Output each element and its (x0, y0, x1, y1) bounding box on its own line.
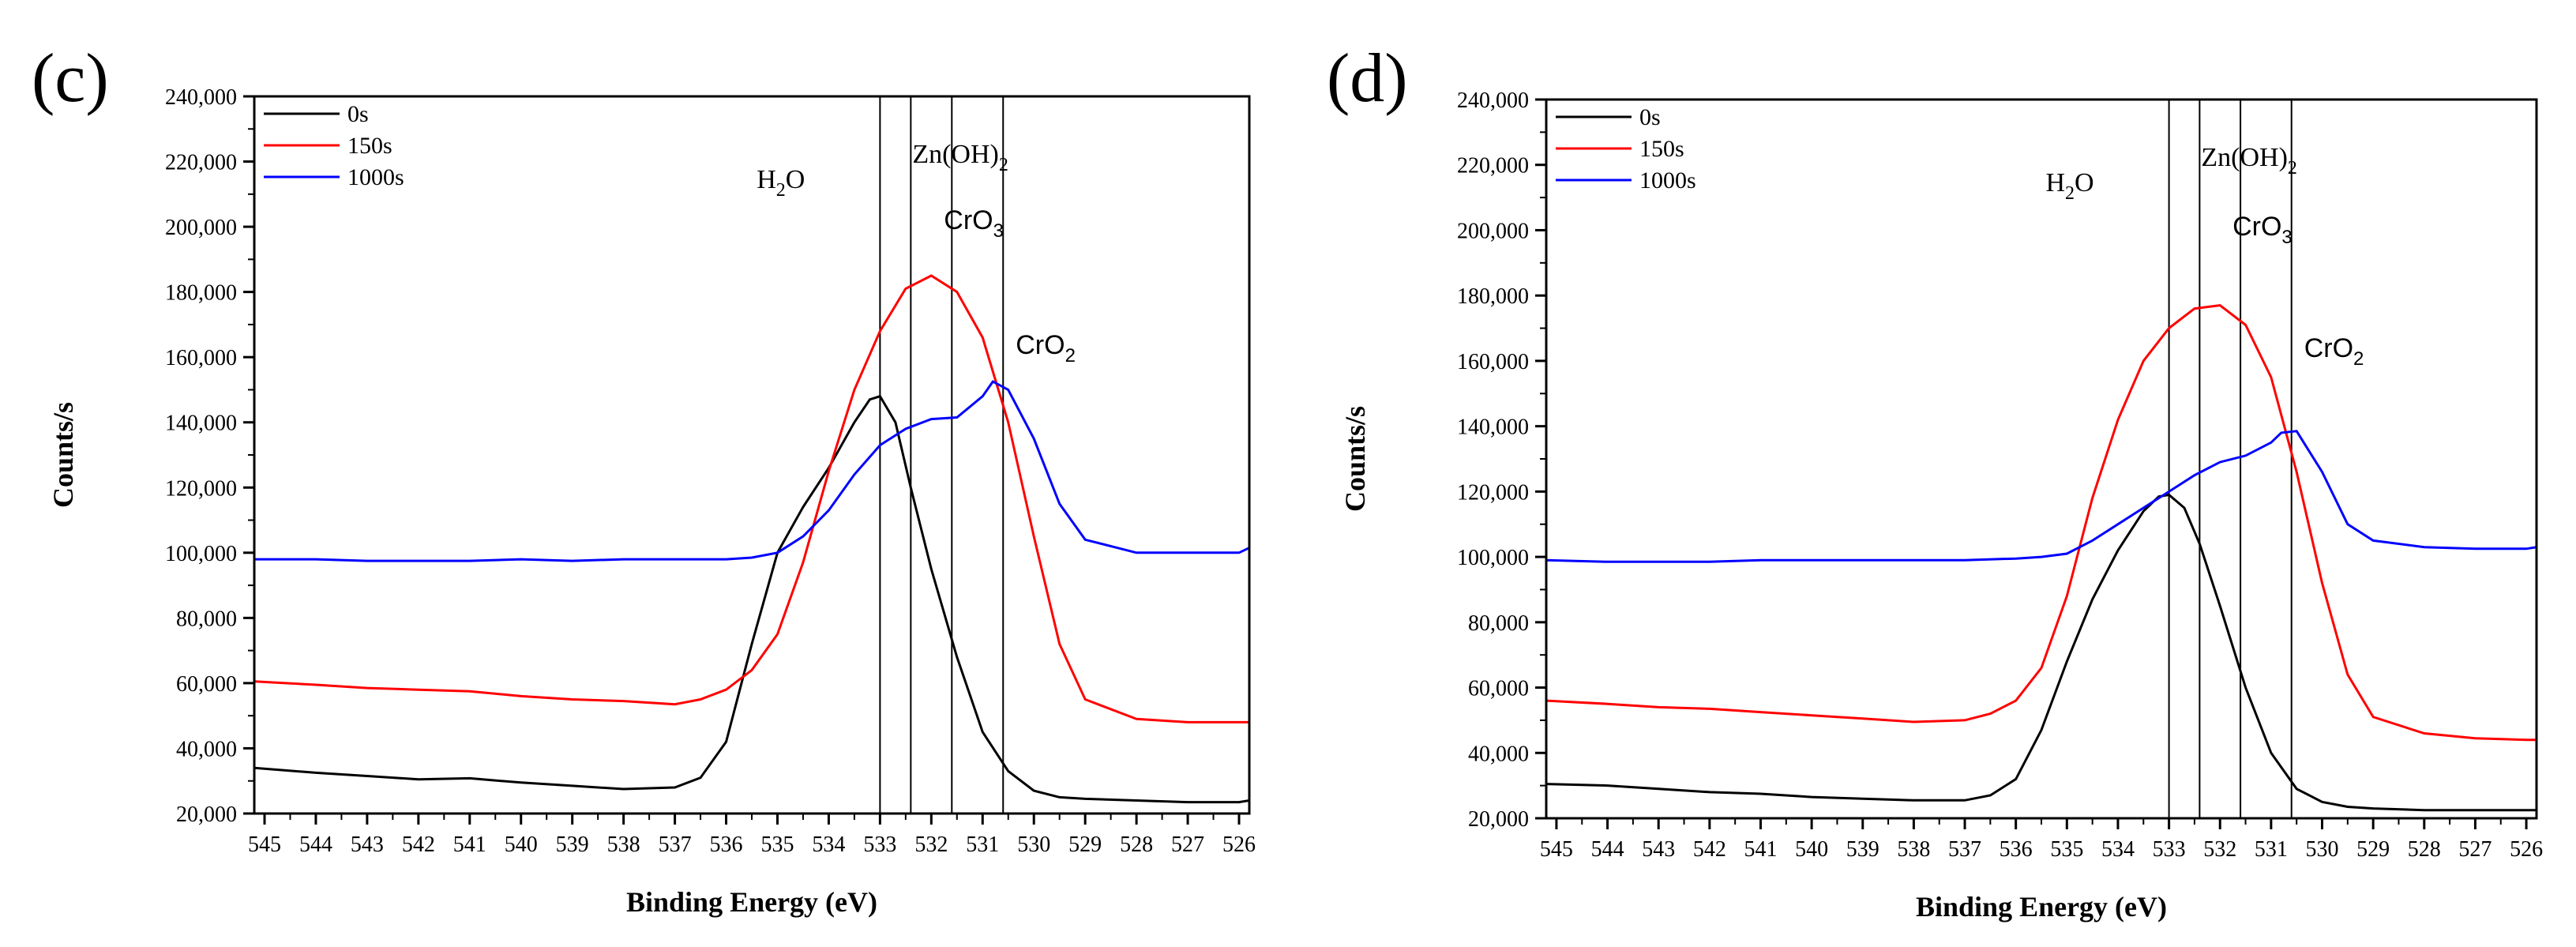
panel-label: (c) (32, 40, 109, 117)
x-tick-label: 527 (1171, 832, 1204, 857)
x-tick-label: 531 (966, 832, 999, 857)
x-tick-label: 544 (1591, 837, 1624, 862)
x-tick-label: 531 (2255, 837, 2288, 862)
x-tick-label: 530 (2306, 837, 2339, 862)
series-line-150s (1546, 304, 2537, 742)
y-axis-title: Counts/s (47, 402, 79, 508)
legend-label-1000s: 1000s (1639, 167, 1696, 194)
y-tick-label: 40,000 (176, 737, 237, 761)
y-tick-label: 60,000 (176, 672, 237, 697)
x-tick-label: 533 (2153, 837, 2186, 862)
y-tick-label: 120,000 (1457, 480, 1529, 505)
x-tick-label: 539 (556, 832, 589, 857)
x-tick-label: 526 (2510, 837, 2543, 862)
x-tick-label: 536 (710, 832, 743, 857)
x-axis-title: Binding Energy (eV) (626, 886, 877, 918)
series-line-1000s (254, 380, 1249, 562)
plot-frame (1545, 98, 2538, 820)
x-tick-label: 534 (2101, 837, 2135, 862)
legend-label-0s: 0s (347, 101, 369, 127)
legend-label-1000s: 1000s (347, 164, 404, 190)
x-tick-label: 542 (402, 832, 435, 857)
x-tick-label: 543 (351, 832, 384, 857)
y-tick-label: 200,000 (1457, 219, 1529, 243)
series-line-150s (254, 274, 1249, 723)
y-tick-label: 120,000 (165, 476, 237, 501)
x-tick-label: 532 (914, 832, 948, 857)
x-tick-label: 536 (2000, 837, 2033, 862)
legend-label-150s: 150s (1639, 136, 1684, 162)
y-tick-label: 100,000 (1457, 546, 1529, 570)
y-tick-label: 180,000 (1457, 284, 1529, 309)
y-tick-label: 160,000 (165, 346, 237, 370)
x-tick-label: 545 (1540, 837, 1573, 862)
x-tick-label: 541 (453, 832, 486, 857)
y-tick-label: 80,000 (1468, 611, 1529, 636)
y-tick-label: 140,000 (165, 411, 237, 436)
annotation-label: H2O (757, 165, 805, 201)
y-tick-label: 240,000 (1457, 88, 1529, 113)
legend-label-0s: 0s (1639, 104, 1661, 130)
y-tick-label: 160,000 (1457, 350, 1529, 374)
x-tick-label: 540 (1795, 837, 1828, 862)
annotation-label: CrO2 (2304, 333, 2364, 370)
x-tick-label: 535 (2050, 837, 2083, 862)
annotation-label: Zn(OH)2 (2201, 143, 2297, 179)
x-tick-label: 530 (1017, 832, 1050, 857)
y-tick-label: 40,000 (1468, 742, 1529, 766)
y-tick-label: 140,000 (1457, 415, 1529, 440)
y-tick-label: 100,000 (165, 542, 237, 566)
x-tick-label: 526 (1222, 832, 1256, 857)
x-tick-label: 537 (1948, 837, 1981, 862)
x-tick-label: 534 (812, 832, 845, 857)
annotation-label: H2O (2045, 168, 2093, 204)
annotation-label: Zn(OH)2 (912, 140, 1008, 175)
chart-panel-c: (c) 20,000 40,000 60,000 80,000 100,000 120,00… (32, 40, 1256, 918)
y-tick-label: 240,000 (165, 85, 237, 110)
x-tick-label: 538 (607, 832, 640, 857)
series-line-0s (1546, 493, 2537, 812)
x-tick-label: 545 (248, 832, 281, 857)
x-tick-label: 529 (1068, 832, 1102, 857)
y-tick-label: 20,000 (1468, 807, 1529, 832)
chart-panel-d: (d) 20,000 40,000 60,000 80,000 100,000 120,00… (1327, 40, 2543, 923)
x-tick-label: 528 (2408, 837, 2441, 862)
x-tick-label: 542 (1693, 837, 1726, 862)
y-tick-label: 20,000 (176, 802, 237, 827)
y-tick-label: 220,000 (1457, 154, 1529, 179)
annotation-label: CrO3 (944, 205, 1004, 242)
x-tick-label: 541 (1744, 837, 1777, 862)
y-tick-label: 220,000 (165, 151, 237, 175)
x-tick-label: 538 (1897, 837, 1930, 862)
annotation-label: CrO2 (1016, 330, 1076, 366)
x-tick-label: 544 (299, 832, 332, 857)
y-axis-title: Counts/s (1339, 406, 1371, 512)
x-tick-label: 532 (2203, 837, 2236, 862)
panel-label: (d) (1327, 40, 1408, 117)
y-tick-label: 80,000 (176, 607, 237, 631)
x-tick-label: 535 (760, 832, 794, 857)
series-line-1000s (1546, 430, 2537, 563)
x-tick-label: 528 (1120, 832, 1153, 857)
x-tick-label: 537 (659, 832, 692, 857)
y-tick-label: 200,000 (165, 216, 237, 240)
x-tick-label: 543 (1642, 837, 1675, 862)
x-tick-label: 527 (2458, 837, 2492, 862)
y-tick-label: 180,000 (165, 281, 237, 306)
x-tick-label: 540 (505, 832, 538, 857)
x-tick-label: 539 (1846, 837, 1879, 862)
x-axis-title: Binding Energy (eV) (1916, 891, 2167, 923)
legend-label-150s: 150s (347, 133, 392, 159)
annotation-label: CrO3 (2232, 212, 2292, 248)
x-tick-label: 533 (863, 832, 896, 857)
x-tick-label: 529 (2356, 837, 2390, 862)
series-line-0s (254, 394, 1249, 804)
y-tick-label: 60,000 (1468, 677, 1529, 701)
